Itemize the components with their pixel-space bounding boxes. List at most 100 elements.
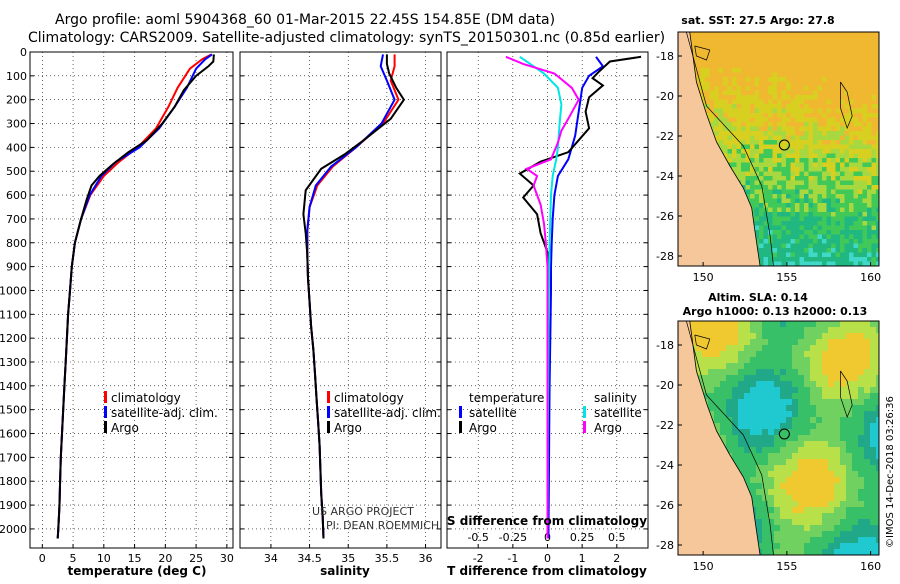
map-cell <box>759 171 764 177</box>
map-cell <box>790 135 796 141</box>
map-cell <box>795 81 800 87</box>
map-cell <box>844 72 850 78</box>
map-cell <box>810 465 817 472</box>
map-cell <box>726 429 733 436</box>
map-cell <box>817 32 823 37</box>
map-cell <box>867 248 872 253</box>
map-cell <box>871 68 877 73</box>
map-cell <box>772 203 778 208</box>
map-cell <box>822 36 827 42</box>
map-cell <box>774 525 781 532</box>
map-cell <box>745 63 751 69</box>
map-cell <box>804 399 811 406</box>
map-cell <box>846 381 853 388</box>
map-cell <box>808 239 814 244</box>
map-cell <box>849 86 854 91</box>
map-cell <box>723 131 728 136</box>
map-cell <box>816 339 823 346</box>
map-cell <box>804 483 811 490</box>
map-cell <box>862 95 868 100</box>
map-cell <box>744 465 751 472</box>
map-cell <box>876 230 879 235</box>
map-cell <box>736 32 742 37</box>
map-cell <box>817 252 823 258</box>
map-cell <box>834 507 841 514</box>
map-cell <box>828 333 835 340</box>
map-cell <box>781 149 787 154</box>
map-cell <box>780 435 787 442</box>
map-cell <box>858 525 865 532</box>
map-cell <box>799 95 805 100</box>
map-cell <box>768 176 773 181</box>
map-cell <box>858 113 863 118</box>
map-cell <box>871 63 877 69</box>
map-cell <box>804 471 811 478</box>
map-cell <box>795 194 800 199</box>
map-cell <box>804 321 811 328</box>
map-cell <box>714 95 719 100</box>
map-cell <box>810 351 817 358</box>
map-cell <box>714 122 719 127</box>
map-cell <box>844 126 850 132</box>
map-cell <box>745 50 751 55</box>
map-cell <box>727 54 733 60</box>
map-cell <box>849 158 854 163</box>
map-cell <box>853 104 859 109</box>
x-tick-label: 25 <box>189 552 203 565</box>
map-cell <box>700 63 706 69</box>
map-cell <box>754 50 760 55</box>
map-cell <box>723 113 728 118</box>
map-cell <box>702 321 709 328</box>
map-cell <box>822 327 829 334</box>
map-cell <box>772 167 778 172</box>
legend-swatch-argo <box>104 421 107 433</box>
map-cell <box>852 423 859 430</box>
map-cell <box>867 104 872 109</box>
map-x-tick-label: 160 <box>860 560 881 573</box>
map-cell <box>840 525 847 532</box>
map-cell <box>772 212 778 217</box>
legend-swatch-climatology <box>104 391 107 403</box>
map-cell <box>720 381 727 388</box>
map-x-tick-label: 155 <box>776 271 797 284</box>
map-cell <box>781 162 787 168</box>
map-cell <box>867 72 872 78</box>
map-cell <box>718 72 724 78</box>
map-cell <box>862 248 868 253</box>
map-cell <box>810 513 817 520</box>
map-cell <box>732 95 737 100</box>
map-cell <box>813 59 818 64</box>
s-diff-tick-label: -0.25 <box>499 531 527 544</box>
map-cell <box>876 99 879 105</box>
map-cell <box>772 131 778 136</box>
map-cell <box>849 252 854 258</box>
map-cell <box>768 507 775 514</box>
map-cell <box>835 243 841 249</box>
map-cell <box>774 513 781 520</box>
map-cell <box>709 59 715 64</box>
map-cell <box>853 230 859 235</box>
map-cell <box>817 36 823 42</box>
map-cell <box>723 77 728 82</box>
map-cell <box>781 54 787 60</box>
map-cell <box>813 81 818 87</box>
map-cell <box>732 63 737 69</box>
map-cell <box>834 537 841 544</box>
map-cell <box>795 32 800 37</box>
map-cell <box>750 113 755 118</box>
map-cell <box>763 189 769 195</box>
map-cell <box>799 63 805 69</box>
map-cell <box>876 185 879 190</box>
map-cell <box>840 207 845 213</box>
map-cell <box>777 95 782 100</box>
map-cell <box>867 212 872 217</box>
seamount-contour <box>840 81 853 129</box>
map-cell <box>732 99 737 105</box>
map-cell <box>808 194 814 199</box>
map-cell <box>862 86 868 91</box>
map-cell <box>813 216 818 222</box>
map-cell <box>840 32 845 37</box>
map-cell <box>810 519 817 526</box>
map-cell <box>754 207 760 213</box>
map-cell <box>756 483 763 490</box>
